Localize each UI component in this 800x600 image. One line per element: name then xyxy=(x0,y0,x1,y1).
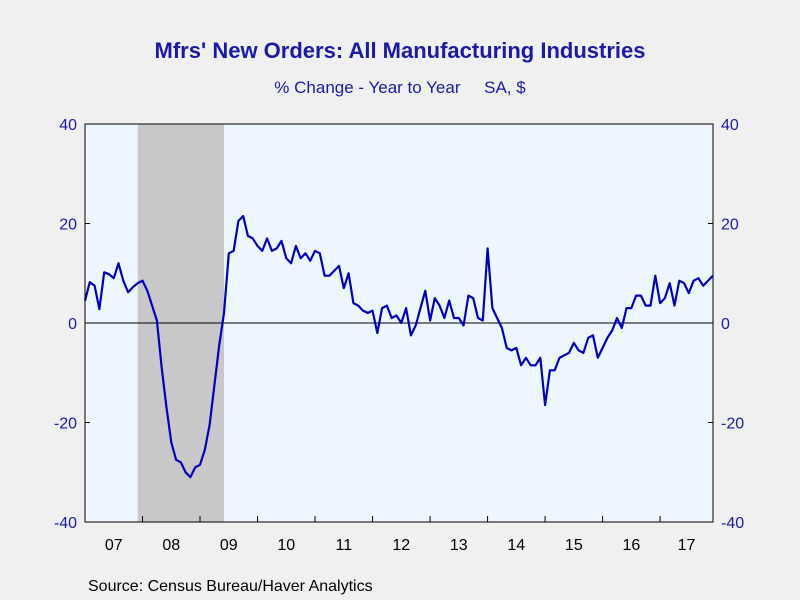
x-tick-label: 13 xyxy=(450,537,468,554)
x-tick-label: 12 xyxy=(392,537,410,554)
x-tick-label: 17 xyxy=(678,537,696,554)
chart-title: Mfrs' New Orders: All Manufacturing Indu… xyxy=(154,38,646,63)
chart-subtitle: % Change - Year to Year SA, $ xyxy=(274,78,526,97)
x-tick-label: 16 xyxy=(622,537,640,554)
series-line-0 xyxy=(83,214,714,479)
x-tick-label: 15 xyxy=(565,537,583,554)
x-tick-label: 11 xyxy=(335,537,352,554)
y-tick-label-left: 20 xyxy=(59,217,77,234)
source-note: Source: Census Bureau/Haver Analytics xyxy=(88,578,373,595)
y-tick-label-right: 20 xyxy=(721,217,739,234)
y-tick-label-left: 40 xyxy=(59,117,77,134)
x-tick-label: 07 xyxy=(105,537,123,554)
x-tick-label: 14 xyxy=(507,537,525,554)
y-tick-label-right: -40 xyxy=(721,515,744,532)
y-tick-label-left: 0 xyxy=(68,316,77,333)
y-tick-label-right: -20 xyxy=(721,416,744,433)
y-tick-label-right: 0 xyxy=(721,316,730,333)
x-tick-label: 10 xyxy=(277,537,295,554)
y-tick-label-right: 40 xyxy=(721,117,739,134)
y-tick-label-left: -40 xyxy=(54,515,77,532)
y-tick-label-left: -20 xyxy=(54,416,77,433)
x-tick-label: 08 xyxy=(162,537,180,554)
x-tick-label: 09 xyxy=(220,537,238,554)
